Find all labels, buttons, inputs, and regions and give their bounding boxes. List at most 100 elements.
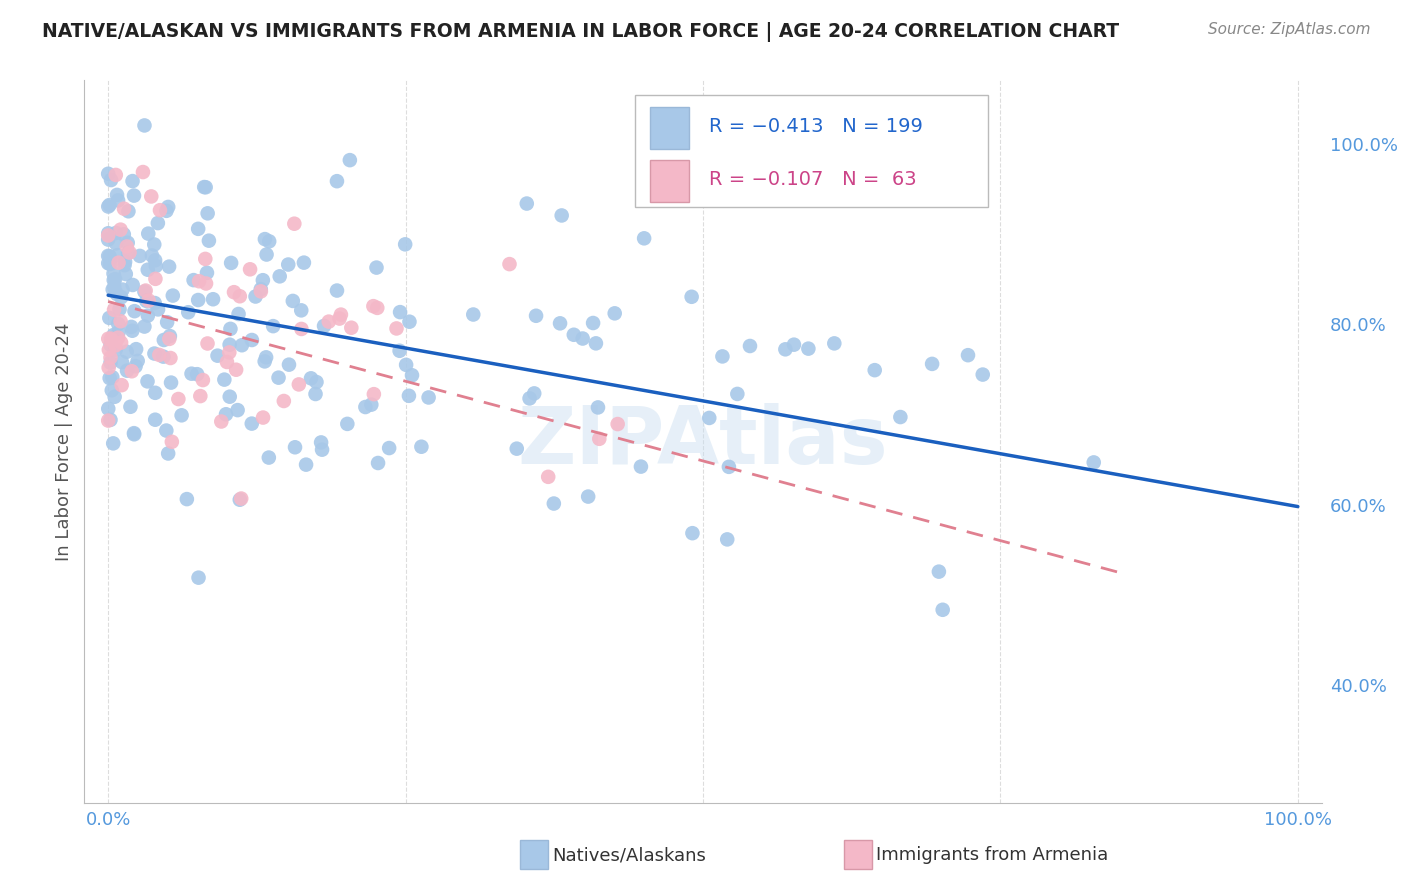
Point xyxy=(725,387,748,401)
Point xyxy=(110,314,132,328)
Point xyxy=(711,350,734,364)
Point xyxy=(159,351,181,365)
Point xyxy=(249,282,271,296)
Point xyxy=(506,442,529,456)
Point xyxy=(318,315,340,329)
Point xyxy=(100,351,122,365)
Point xyxy=(149,203,172,218)
Point xyxy=(738,339,761,353)
Bar xyxy=(650,160,689,202)
Point xyxy=(548,316,571,330)
Point xyxy=(326,284,349,298)
Point xyxy=(354,400,377,414)
Point xyxy=(176,492,198,507)
Point xyxy=(100,173,122,187)
Point xyxy=(148,348,170,362)
Point xyxy=(273,394,295,409)
Point xyxy=(339,153,361,168)
Point xyxy=(121,364,143,378)
Point xyxy=(98,257,121,271)
Y-axis label: In Labor Force | Age 20-24: In Labor Force | Age 20-24 xyxy=(55,322,73,561)
Point xyxy=(170,409,193,423)
Point xyxy=(389,305,412,319)
FancyBboxPatch shape xyxy=(636,95,987,207)
Point xyxy=(562,327,585,342)
Point xyxy=(187,293,209,307)
Point xyxy=(180,367,202,381)
Point xyxy=(360,398,382,412)
Point xyxy=(107,325,129,339)
Point xyxy=(98,249,121,263)
Point xyxy=(101,370,124,384)
Point xyxy=(516,196,538,211)
Point xyxy=(214,373,236,387)
Point xyxy=(97,226,120,240)
Point xyxy=(681,290,703,304)
Point xyxy=(136,262,159,277)
Point xyxy=(98,310,121,325)
Point xyxy=(863,363,886,377)
Point xyxy=(136,375,159,389)
Point xyxy=(187,571,209,585)
Point xyxy=(107,248,129,262)
Point xyxy=(385,321,408,335)
Point xyxy=(326,174,349,188)
Point xyxy=(681,526,703,541)
Point xyxy=(257,235,280,249)
Point xyxy=(103,328,125,343)
Point xyxy=(219,322,242,336)
Point xyxy=(245,289,267,303)
Point xyxy=(115,239,138,253)
Point xyxy=(143,296,166,310)
Point xyxy=(124,359,146,374)
Point xyxy=(697,411,720,425)
Point xyxy=(378,441,401,455)
Point xyxy=(153,333,176,347)
Point xyxy=(115,364,138,378)
Point xyxy=(122,427,145,442)
Text: Immigrants from Armenia: Immigrants from Armenia xyxy=(876,847,1108,864)
Point xyxy=(304,387,326,401)
Point xyxy=(277,258,299,272)
Point xyxy=(143,346,166,360)
Point xyxy=(101,283,124,297)
Point xyxy=(218,390,240,404)
Point xyxy=(104,338,127,352)
Point xyxy=(188,389,211,403)
Point xyxy=(197,206,219,220)
Point xyxy=(250,285,273,299)
Point xyxy=(134,119,156,133)
Point xyxy=(134,319,156,334)
Point xyxy=(146,216,169,230)
Point xyxy=(97,233,120,247)
Point xyxy=(112,227,135,242)
Point xyxy=(143,413,166,427)
Point xyxy=(222,285,245,300)
Point xyxy=(117,204,139,219)
Point xyxy=(228,307,250,321)
Point xyxy=(231,338,253,352)
Point xyxy=(329,308,352,322)
Point xyxy=(253,232,276,246)
Point xyxy=(394,237,416,252)
Point xyxy=(195,277,218,291)
Point xyxy=(267,370,290,384)
Point xyxy=(143,237,166,252)
Point xyxy=(207,349,229,363)
Point xyxy=(110,222,132,236)
Point xyxy=(550,209,572,223)
Point xyxy=(111,283,134,297)
Point xyxy=(928,565,950,579)
Text: NATIVE/ALASKAN VS IMMIGRANTS FROM ARMENIA IN LABOR FORCE | AGE 20-24 CORRELATION: NATIVE/ALASKAN VS IMMIGRANTS FROM ARMENI… xyxy=(42,22,1119,42)
Point xyxy=(262,319,284,334)
Point xyxy=(215,355,238,369)
Point xyxy=(105,287,128,301)
Point xyxy=(97,343,120,357)
Point xyxy=(585,336,607,351)
Point xyxy=(97,360,120,375)
Point xyxy=(252,273,274,287)
Point xyxy=(283,217,305,231)
Point xyxy=(100,355,122,369)
Point xyxy=(114,255,136,269)
Text: R = −0.107   N =  63: R = −0.107 N = 63 xyxy=(709,169,917,189)
